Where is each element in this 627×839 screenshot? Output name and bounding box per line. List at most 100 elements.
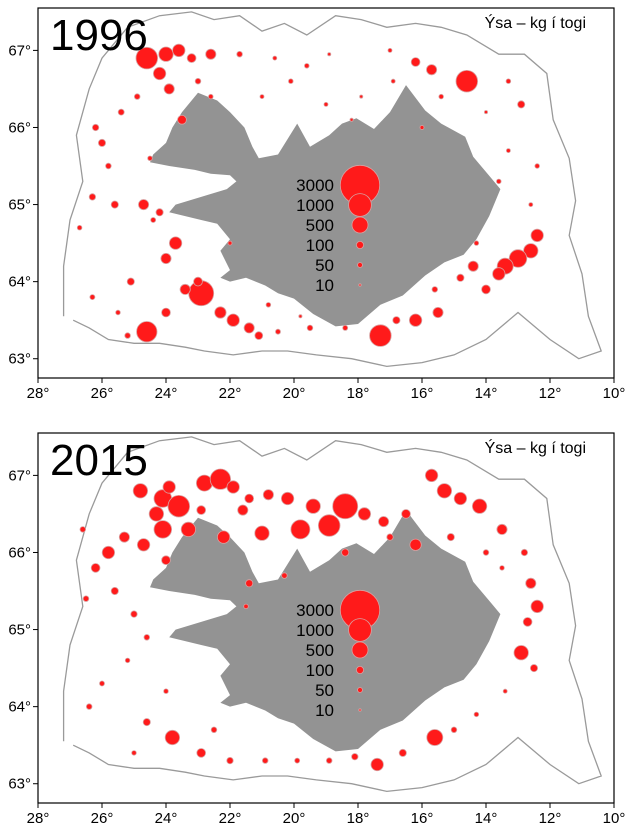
catch-bubble [82,595,90,602]
legend-label: 500 [306,641,334,660]
legend-bubble [358,708,362,712]
catch-bubble [177,115,187,125]
x-tick-label: 12° [539,385,562,402]
x-tick-label: 28° [27,810,50,827]
catch-bubble [163,688,169,694]
legend-label: 500 [306,216,334,235]
depth-contour-line [62,11,603,368]
catch-bubble [525,577,537,589]
y-tick-label: 65° [8,197,31,214]
catch-bubble [245,579,254,588]
catch-bubble [496,178,502,185]
catch-bubble [357,507,371,521]
catch-bubble [196,505,207,515]
catch-bubble [209,468,231,490]
catch-bubble [482,549,490,556]
x-tick-label: 24° [155,810,178,827]
catch-bubble [226,480,240,494]
x-tick-label: 28° [27,385,50,402]
y-tick-label: 64° [8,699,31,716]
catch-bubble [523,243,539,259]
catch-bubble [259,94,265,99]
catch-bubble [158,46,174,62]
legend-label: 50 [315,256,334,275]
catch-bubble [306,324,314,332]
catch-bubble [351,753,359,761]
x-tick-label: 18° [347,385,370,402]
catch-bubble [131,750,137,756]
catch-bubble [534,163,540,169]
catch-bubble [161,307,171,318]
catch-bubble [196,748,207,758]
catch-bubble [105,162,112,170]
catch-bubble [92,123,100,132]
catch-bubble [142,718,151,727]
catch-bubble [508,249,528,268]
y-tick-label: 66° [8,119,31,136]
catch-bubble [370,757,384,772]
x-tick-label: 22° [219,385,242,402]
catch-bubble [162,480,176,494]
catch-bubble [265,302,272,308]
catch-bubble [359,94,364,99]
catch-bubble [401,509,411,519]
catch-bubble [243,603,249,610]
catch-bubble [167,494,191,518]
catch-bubble [153,66,167,81]
y-tick-label: 65° [8,622,31,639]
catch-bubble [419,125,425,130]
catch-bubble [496,523,508,535]
catch-bubble [118,531,130,543]
catch-bubble [288,78,294,84]
x-tick-label: 10° [603,810,626,827]
legend-bubble [351,641,369,659]
x-tick-label: 24° [155,385,178,402]
y-tick-label: 67° [8,467,31,484]
x-tick-label: 20° [283,385,306,402]
catch-bubble [194,77,202,85]
catch-bubble [130,610,138,618]
catch-bubble [117,108,125,116]
catch-bubble [155,208,164,217]
catch-bubble [101,545,116,560]
catch-bubble [483,110,488,115]
catch-bubble [398,748,407,757]
map-panel-1996: 28° 26° 24° 22° 20° 18° 16° 14° 12° 10° 67° 66° 65° 6… [0,0,627,410]
catch-bubble [186,53,197,63]
catch-bubble [332,493,359,520]
catch-bubble [153,520,173,539]
catch-bubble [530,599,544,613]
catch-bubble [294,757,301,764]
catch-bubble [471,498,488,514]
catch-bubble [163,83,175,95]
legend-bubble [348,193,372,217]
catch-bubble [481,284,491,295]
catch-bubble [88,193,97,201]
iceland-landmass [150,85,501,327]
map-frame [37,7,615,379]
catch-bubble [110,200,119,209]
catch-bubble [132,483,148,499]
catch-bubble [237,504,249,516]
catch-bubble [517,100,526,109]
catch-bubble [378,516,390,528]
catch-bubble [161,555,171,566]
species-label: Ýsa – kg í togi [485,13,586,32]
x-tick-label: 22° [219,810,242,827]
catch-bubble [208,93,214,100]
catch-bubble [341,548,350,557]
catch-bubble [305,498,321,514]
catch-bubble [426,64,438,76]
catch-bubble [520,548,529,557]
catch-bubble [90,563,101,573]
catch-bubble [214,306,227,319]
legend-bubble [357,262,363,268]
map-svg-2015: 28° 26° 24° 22° 20° 18° 16° 14° 12° 10° 67° 66° 65° 6… [8,432,626,827]
catch-bubble [502,688,508,694]
catch-bubble [304,63,310,69]
legend-bubble [357,687,363,693]
catch-bubble [148,506,164,522]
y-tick-label: 63° [8,776,31,793]
catch-bubble [262,489,274,501]
catch-bubble [179,283,191,295]
